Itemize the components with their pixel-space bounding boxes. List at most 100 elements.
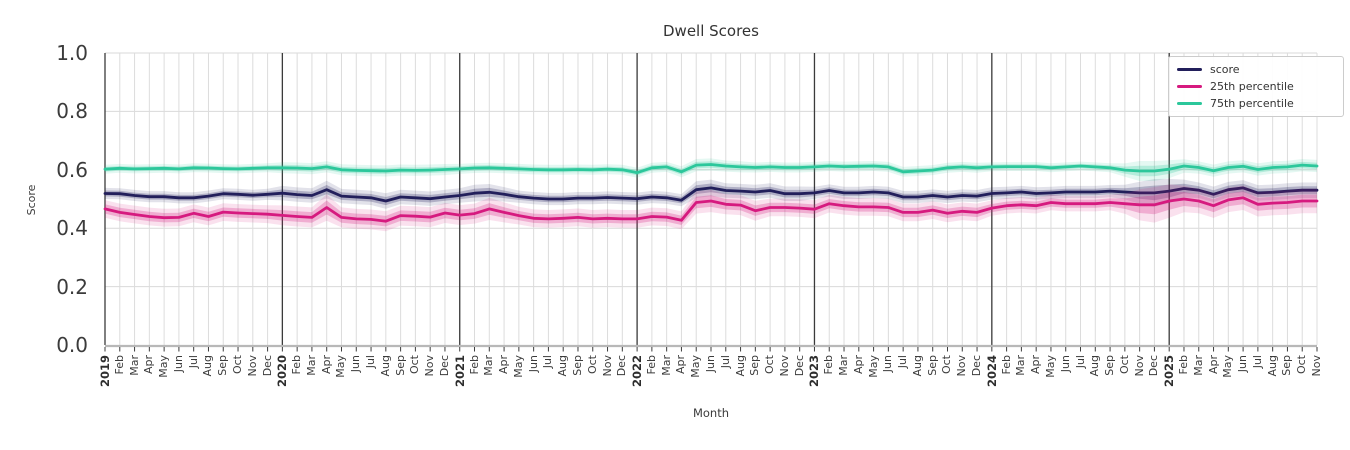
x-tick-label: May (334, 355, 348, 378)
legend: score 25th percentile 75th percentile (1168, 56, 1344, 117)
x-tick-label: Sep (216, 355, 230, 376)
x-tick-label: Nov (600, 355, 614, 377)
x-tick-label: Jun (171, 355, 185, 373)
x-tick-label: Jul (718, 355, 732, 369)
x-tick-label: Mar (659, 355, 673, 376)
x-tick-label: Jul (186, 355, 200, 369)
x-tick-label: Aug (910, 355, 924, 377)
x-tick-label: May (157, 355, 171, 378)
x-tick-label: 2019 (98, 355, 112, 388)
x-tick-label: Oct (763, 355, 777, 375)
x-tick-label: Oct (408, 355, 422, 375)
x-tick-label: Oct (940, 355, 954, 375)
x-tick-label: Jun (881, 355, 895, 373)
x-tick-label: Oct (1117, 355, 1131, 375)
x-tick-label: Dec (970, 355, 984, 377)
x-tick-label: Dec (615, 355, 629, 377)
x-tick-label: Mar (1014, 355, 1028, 376)
x-tick-label: Jun (704, 355, 717, 373)
x-tick-label: Sep (925, 355, 939, 376)
x-tick-label: Jul (364, 355, 378, 369)
x-tick-label: Jul (1073, 355, 1087, 369)
x-tick-label: Sep (748, 355, 762, 376)
x-tick-label: Aug (556, 355, 570, 377)
x-tick-label: Mar (1191, 355, 1205, 376)
x-tick-label: Dec (260, 355, 274, 377)
x-tick-label: Sep (1280, 355, 1294, 376)
x-tick-label: Oct (1295, 355, 1309, 375)
x-tick-label: Jul (1250, 355, 1264, 369)
x-tick-label: Aug (1265, 355, 1279, 377)
x-tick-label: Feb (112, 355, 126, 375)
x-tick-label: Jun (1236, 355, 1250, 373)
y-tick-label: 0.0 (56, 333, 88, 357)
x-tick-label: May (1221, 355, 1235, 378)
y-tick-label: 0.8 (56, 99, 88, 124)
legend-item-25th-percentile: 25th percentile (1177, 80, 1335, 93)
x-axis-label: Month (692, 406, 730, 420)
x-tick-label: Aug (733, 355, 747, 377)
x-tick-label: Apr (1206, 355, 1220, 375)
y-tick-label: 0.2 (56, 274, 88, 299)
y-tick-label: 1.0 (56, 41, 88, 65)
x-tick-label: Sep (570, 355, 584, 376)
x-tick-label: May (1043, 355, 1057, 378)
x-tick-label: 2023 (807, 355, 822, 388)
x-tick-label: Dec (437, 355, 451, 377)
x-tick-label: Apr (674, 355, 688, 375)
x-tick-label: Feb (1176, 355, 1190, 375)
x-tick-label: Apr (319, 355, 333, 375)
x-tick-label: Aug (201, 355, 215, 377)
x-tick-label: Feb (822, 355, 836, 375)
x-tick-label: Jun (526, 355, 540, 373)
legend-item-score: score (1177, 63, 1335, 76)
x-tick-label: Mar (837, 355, 851, 376)
x-tick-label: Feb (467, 355, 481, 375)
x-tick-label: 2024 (984, 355, 999, 388)
x-tick-label: Apr (497, 355, 511, 375)
x-tick-label: Feb (644, 355, 658, 375)
x-tick-label: Nov (1132, 355, 1146, 377)
x-tick-label: May (511, 355, 525, 378)
x-tick-label: Mar (304, 355, 318, 376)
x-tick-label: Sep (1103, 355, 1117, 376)
legend-line-swatch-score (1177, 68, 1202, 71)
x-tick-label: Apr (142, 355, 156, 375)
legend-label-score: score (1210, 63, 1240, 76)
x-tick-label: Jul (896, 355, 910, 369)
x-tick-label: Apr (1029, 355, 1043, 375)
x-tick-label: Aug (1088, 355, 1102, 377)
x-tick-label: Jun (1058, 355, 1072, 373)
x-tick-label: Jul (541, 355, 555, 369)
legend-label-25th-percentile: 25th percentile (1210, 80, 1294, 93)
x-tick-label: 2020 (275, 355, 290, 388)
x-tick-label: Mar (482, 355, 496, 376)
x-tick-label: Dec (792, 355, 806, 377)
x-tick-label: Dec (1147, 355, 1161, 377)
x-tick-label: 2022 (630, 355, 645, 388)
x-tick-label: Oct (585, 355, 599, 375)
x-tick-label: 2021 (452, 355, 467, 388)
x-tick-label: Jun (349, 355, 363, 373)
x-tick-label: Aug (378, 355, 392, 377)
x-tick-label: Nov (423, 355, 437, 377)
y-tick-label: 0.6 (56, 157, 88, 182)
x-tick-label: 2025 (1162, 355, 1177, 388)
x-tick-label: Sep (393, 355, 407, 376)
x-tick-label: May (866, 355, 880, 378)
chart-title: Dwell Scores (663, 22, 759, 40)
x-tick-label: Feb (290, 355, 304, 375)
x-tick-label: Oct (231, 355, 245, 375)
x-tick-label: Nov (1310, 355, 1323, 377)
y-tick-label: 0.4 (56, 216, 88, 241)
x-tick-label: Nov (777, 355, 791, 377)
x-tick-label: Feb (999, 355, 1013, 375)
x-tick-label: Nov (245, 355, 259, 377)
x-tick-label: Apr (851, 355, 865, 375)
x-tick-label: Nov (955, 355, 969, 377)
x-tick-label: Mar (127, 355, 141, 376)
legend-line-swatch-75th-percentile (1177, 102, 1202, 105)
x-tick-label: May (689, 355, 703, 378)
